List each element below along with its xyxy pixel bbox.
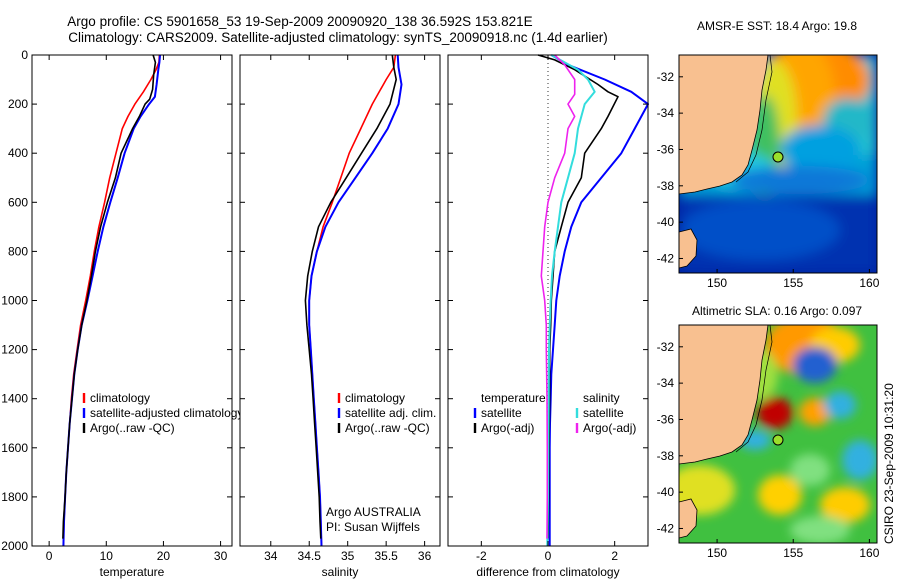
sst-map-panel: AMSR-E SST: 18.4 Argo: 19.8 — [678, 19, 878, 274]
sla-map-title: Altimetric SLA: 0.16 Argo: 0.097 — [692, 304, 862, 318]
diff-temp-legend-entry: temperature — [481, 391, 546, 405]
sla-field — [679, 325, 877, 543]
y-tick-label: 400 — [8, 146, 28, 160]
y-tick-label: 1200 — [1, 343, 28, 357]
map-y-tick-label: -42 — [657, 251, 675, 265]
map-y-tick-label: -40 — [657, 215, 675, 229]
map-x-tick-label: 155 — [783, 276, 803, 290]
y-tick-label: 1800 — [1, 490, 28, 504]
y-tick-label: 800 — [8, 244, 28, 258]
sst-field — [679, 55, 877, 273]
y-tick-label: 1400 — [1, 392, 28, 406]
x-axis-label: difference from climatology — [476, 565, 619, 579]
x-tick-label: 2 — [611, 549, 618, 563]
map-x-tick-label: 160 — [859, 276, 879, 290]
x-tick-label: 35 — [341, 549, 355, 563]
map-y-tick-label: -34 — [657, 376, 675, 390]
sal-legend-entry: satellite adj. clim. — [345, 406, 436, 420]
temperature-panel: 0 10 20 30 temperature 0 200 400 600 800 1000 1200 1… — [1, 48, 243, 579]
diff-temp-legend-entry: Argo(-adj) — [481, 421, 534, 435]
map-y-tick-label: -32 — [657, 70, 675, 84]
diff-sal-legend-entry: salinity — [583, 391, 620, 405]
x-tick-label: 20 — [157, 549, 171, 563]
x-tick-label: 34.5 — [298, 549, 322, 563]
x-tick-label: 36 — [418, 549, 432, 563]
map-x-tick-label: 150 — [707, 276, 727, 290]
sst-map-title: AMSR-E SST: 18.4 Argo: 19.8 — [697, 19, 857, 33]
sla-argo-marker — [772, 434, 784, 446]
y-tick-label: 200 — [8, 97, 28, 111]
figure-title-line1: Argo profile: CS 5901658_53 19-Sep-2009 … — [67, 14, 532, 29]
x-tick-label: -2 — [476, 549, 487, 563]
y-tick-label: 1600 — [1, 441, 28, 455]
y-tick-label: 600 — [8, 195, 28, 209]
y-tick-label: 0 — [21, 48, 28, 62]
map-y-tick-label: -42 — [657, 521, 675, 535]
diff-temp-legend-entry: satellite — [481, 406, 522, 420]
sla-map-panel: Altimetric SLA: 0.16 Argo: 0.097 — [678, 304, 878, 544]
x-tick-label: 0 — [46, 549, 53, 563]
x-tick-label: 35.5 — [374, 549, 398, 563]
x-axis-label: temperature — [100, 565, 165, 579]
x-tick-label: 10 — [100, 549, 114, 563]
figure-title-line2: Climatology: CARS2009. Satellite-adjuste… — [68, 30, 608, 45]
x-tick-label: 30 — [214, 549, 228, 563]
difference-series-2 — [546, 54, 596, 547]
map-x-tick-label: 150 — [707, 546, 727, 560]
sal-legend-entry: climatology — [345, 391, 405, 405]
temp-legend-entry: satellite-adjusted climatology — [90, 406, 243, 420]
x-tick-label: 0 — [545, 549, 552, 563]
y-tick-label: 1000 — [1, 294, 28, 308]
map-y-tick-label: -34 — [657, 106, 675, 120]
credit-line2: PI: Susan Wijffels — [326, 520, 420, 534]
difference-series-3 — [540, 54, 576, 539]
map-y-tick-label: -36 — [657, 142, 675, 156]
plot-area — [32, 55, 232, 546]
temp-legend-entry: climatology — [90, 391, 150, 405]
y-tick-label: 2000 — [1, 539, 28, 553]
map-x-tick-label: 160 — [859, 546, 879, 560]
map-axes: 150 155 160 -32 -34 -36 -38 -40 -42 150 155 160 -32 -… — [657, 70, 880, 560]
diff-sal-legend-entry: Argo(-adj) — [583, 421, 636, 435]
map-y-tick-label: -36 — [657, 412, 675, 426]
diff-sal-legend-entry: satellite — [583, 406, 624, 420]
map-y-tick-label: -38 — [657, 449, 675, 463]
sst-argo-marker — [772, 151, 784, 163]
difference-panel: -2 0 2 difference from climatology temperatu… — [447, 54, 649, 579]
plot-area — [240, 55, 440, 546]
map-y-tick-label: -32 — [657, 340, 675, 354]
credit-line1: Argo AUSTRALIA — [326, 505, 421, 519]
temperature-series-2 — [62, 54, 157, 539]
map-x-tick-label: 155 — [783, 546, 803, 560]
side-timestamp: CSIRO 23-Sep-2009 10:31:20 — [882, 383, 896, 544]
map-y-tick-label: -40 — [657, 485, 675, 499]
salinity-series-2 — [304, 54, 397, 539]
temp-legend-entry: Argo(..raw -QC) — [90, 421, 175, 435]
x-tick-label: 34 — [264, 549, 278, 563]
salinity-panel: 34 34.5 35 35.5 36 salinity climatologysatelli… — [239, 54, 441, 579]
sal-legend-entry: Argo(..raw -QC) — [345, 421, 430, 435]
x-axis-label: salinity — [322, 565, 359, 579]
map-y-tick-label: -38 — [657, 179, 675, 193]
